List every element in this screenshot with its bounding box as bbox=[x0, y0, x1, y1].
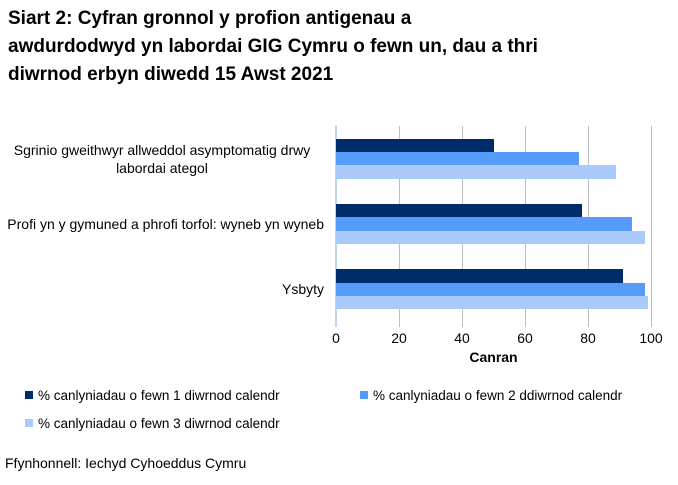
legend-label-2: % canlyniadau o fewn 3 diwrnod calendr bbox=[38, 415, 280, 431]
category-label-0: Sgrinio gweithwyr allweddol asymptomatig… bbox=[13, 141, 311, 176]
x-axis-title: Canran bbox=[469, 349, 518, 365]
legend-swatch-icon bbox=[360, 391, 368, 399]
bar-group-2 bbox=[336, 257, 651, 322]
legend-swatch-icon bbox=[25, 419, 33, 427]
category-label-1: Profi yn y gymuned a phrofi torfol: wyne… bbox=[7, 215, 324, 232]
bar-cat0-series2 bbox=[336, 165, 617, 179]
category-row-2: Ysbyty bbox=[0, 257, 330, 322]
x-tick-80 bbox=[588, 322, 589, 327]
bar-cat1-series2 bbox=[336, 230, 645, 244]
legend-label-1: % canlyniadau o fewn 2 ddiwrnod calendr bbox=[373, 387, 623, 403]
source-note: Ffynhonnell: Iechyd Cyhoeddus Cymru bbox=[5, 455, 247, 471]
bar-cat0-series0 bbox=[336, 138, 494, 152]
bar-cat2-series2 bbox=[336, 295, 648, 310]
bar-group-0 bbox=[336, 126, 651, 191]
plot-area: 0 20 40 60 80 100 bbox=[332, 126, 663, 346]
x-tick-label-80: 80 bbox=[580, 330, 596, 346]
legend-label-0: % canlyniadau o fewn 1 diwrnod calendr bbox=[38, 387, 280, 403]
legend-item-0: % canlyniadau o fewn 1 diwrnod calendr bbox=[25, 387, 280, 403]
x-tick-60 bbox=[525, 322, 526, 327]
x-tick-0 bbox=[335, 322, 337, 327]
x-tick-label-100: 100 bbox=[639, 330, 663, 346]
bar-cat1-series0 bbox=[336, 203, 582, 218]
bar-group-1 bbox=[336, 191, 651, 256]
category-label-2: Ysbyty bbox=[281, 281, 324, 298]
legend-swatch-icon bbox=[25, 391, 33, 399]
bar-cat1-series1 bbox=[336, 217, 633, 231]
x-tick-40 bbox=[462, 322, 463, 327]
gridline-100 bbox=[651, 126, 652, 322]
bar-cat0-series1 bbox=[336, 152, 579, 166]
x-tick-label-20: 20 bbox=[391, 330, 407, 346]
bar-cat2-series1 bbox=[336, 282, 645, 296]
x-tick-label-0: 0 bbox=[332, 330, 340, 346]
category-row-0: Sgrinio gweithwyr allweddol asymptomatig… bbox=[0, 126, 330, 191]
chart-title: Siart 2: Cyfran gronnol y profion antige… bbox=[8, 8, 538, 85]
x-tick-100 bbox=[651, 322, 652, 327]
x-tick-label-40: 40 bbox=[454, 330, 470, 346]
category-axis-labels: Sgrinio gweithwyr allweddol asymptomatig… bbox=[0, 126, 330, 322]
category-row-1: Profi yn y gymuned a phrofi torfol: wyne… bbox=[0, 191, 330, 256]
x-tick-20 bbox=[399, 322, 400, 327]
legend-item-2: % canlyniadau o fewn 3 diwrnod calendr bbox=[25, 415, 280, 431]
x-tick-label-60: 60 bbox=[517, 330, 533, 346]
bar-cat2-series0 bbox=[336, 269, 623, 283]
legend-item-1: % canlyniadau o fewn 2 ddiwrnod calendr bbox=[360, 387, 623, 403]
